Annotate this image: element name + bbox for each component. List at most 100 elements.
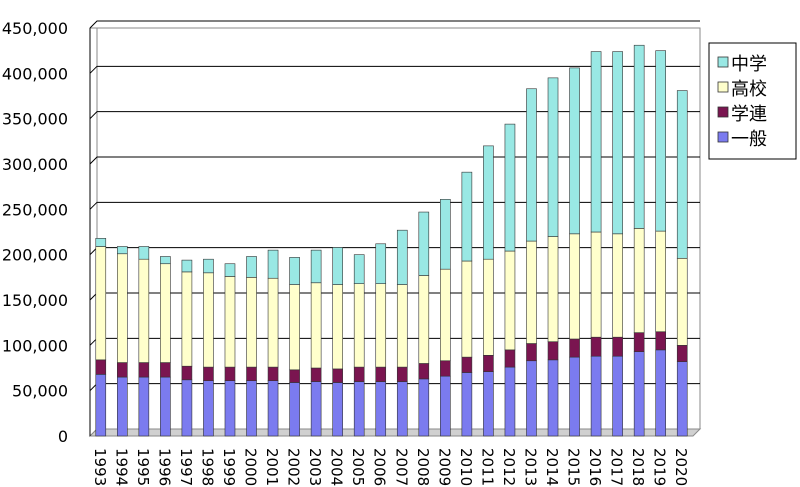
bar-segment [461,356,473,373]
legend-swatch [717,106,729,118]
gridline [89,111,700,120]
x-tick-label: 2001 [263,448,281,486]
legend-swatch [717,131,729,143]
bar-segment [461,260,473,358]
bar-segment [504,349,516,368]
bar-segment [483,145,494,260]
y-tick-label: 50,000 [12,382,68,401]
bar-segment [267,277,279,368]
x-tick-label: 2000 [242,448,260,486]
bar-segment [569,67,580,235]
bar-segment [547,77,559,237]
bar-segment [676,257,688,346]
gridline [89,156,700,165]
bar-segment [138,376,150,437]
x-tick-label: 2019 [651,448,669,486]
y-tick-label: 250,000 [2,200,68,219]
bar-segment [246,277,257,368]
bar-segment [633,44,645,229]
bar-segment [310,282,322,369]
bar-segment [289,284,300,371]
bar-segment [590,355,602,437]
bar-segment [483,371,494,437]
bar-segment [418,211,430,276]
legend-label: 高校 [731,79,767,100]
legend-label: 学連 [731,104,767,125]
x-tick-label: 2015 [565,448,583,486]
bar-segment [440,199,451,270]
x-tick-label: 2007 [392,448,410,486]
bar-segment [332,284,343,370]
bar-segment [203,258,214,274]
x-tick-label: 2014 [543,448,561,486]
bar-segment [117,246,128,255]
legend-label: 一般 [731,129,767,150]
x-tick-label: 1996 [155,448,173,486]
x-tick-label: 2005 [349,448,367,486]
bar-segment [160,256,171,265]
x-tick-label: 2020 [672,448,690,486]
bar-segment [590,231,602,338]
bar-segment [504,366,516,437]
bar-segment [289,369,300,383]
gridline [89,20,700,29]
bar-segment [181,271,193,367]
bar-segment [655,50,666,232]
bar-segment [181,379,193,437]
bar-segment [396,381,408,437]
bar-segment [375,366,387,382]
gridlines [89,20,700,436]
gridline [89,201,700,210]
bar-segment [655,331,666,351]
bar-segment [526,88,537,242]
y-tick-label: 300,000 [2,155,68,174]
y-tick-label: 0 [58,427,68,446]
x-tick-label: 2004 [328,448,346,486]
bar-segment [95,238,107,247]
x-tick-label: 2012 [500,448,518,486]
x-tick-label: 2018 [629,448,647,486]
bar-segment [246,380,257,437]
bar-segment [289,257,300,285]
x-tick-label: 1994 [112,448,130,486]
y-tick-label: 400,000 [2,64,68,83]
bar-segment [375,283,387,368]
x-tick-label: 2017 [608,448,626,486]
bar-segment [117,253,128,363]
bar-segment [612,355,623,437]
bar-segment [396,284,408,368]
x-tick-label: 2006 [371,448,389,486]
bar-segment [676,90,688,259]
bar-segment [504,250,516,351]
gridline [89,65,700,74]
bar-segment [181,365,193,381]
bar-segment [526,343,537,362]
bar-segment [547,236,559,343]
bar-segment [203,272,214,368]
bar-segment [633,332,645,352]
bar-segment [418,275,430,364]
bar-segment [612,233,623,338]
bar-segment [332,247,343,285]
bar-segment [569,356,580,437]
y-tick-label: 150,000 [2,291,68,310]
plot-floor [88,428,702,437]
bar-segment [332,368,343,383]
bar-segment [569,233,580,340]
bar-segment [655,349,666,437]
x-tick-label: 2013 [521,448,539,486]
bar-segment [353,366,365,382]
bar-segment [95,246,107,361]
bar-segment [633,351,645,437]
bar-segment [461,171,473,262]
y-tick-label: 350,000 [2,110,68,129]
bars [95,44,688,437]
bar-segment [483,355,494,372]
bar-segment [310,249,322,284]
bar-segment [375,381,387,437]
y-tick-label: 100,000 [2,336,68,355]
bar-segment [267,366,279,381]
bar-segment [440,375,451,437]
